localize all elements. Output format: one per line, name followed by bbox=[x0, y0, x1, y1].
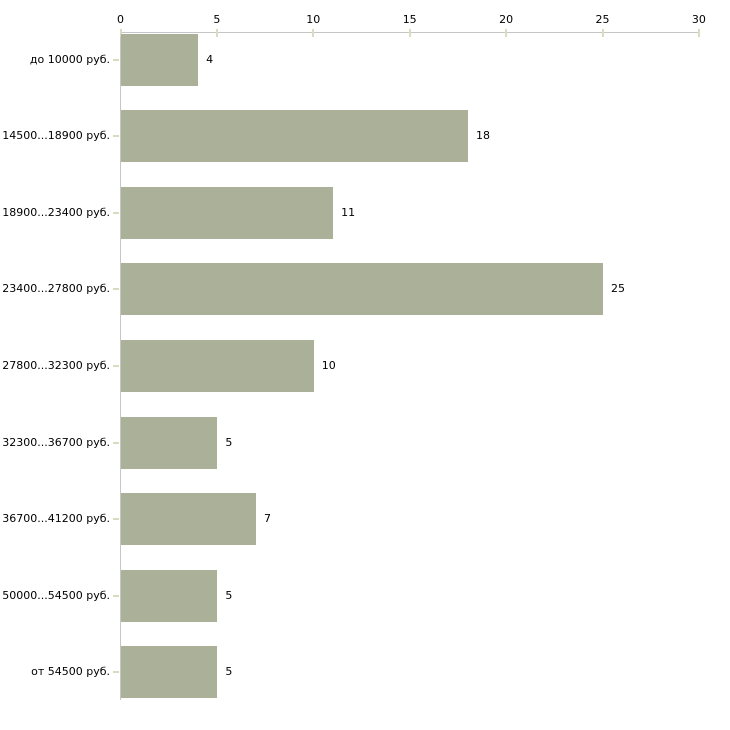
category-label: от 54500 руб. bbox=[31, 665, 110, 679]
x-tick-mark bbox=[601, 29, 604, 37]
y-tick-mark bbox=[112, 518, 119, 521]
bar bbox=[121, 186, 334, 239]
value-label: 10 bbox=[321, 358, 336, 372]
bar bbox=[121, 493, 256, 546]
bar bbox=[121, 569, 218, 622]
x-tick-label: 0 bbox=[117, 13, 124, 26]
bar bbox=[121, 263, 603, 316]
x-tick-mark bbox=[119, 29, 122, 37]
y-tick-mark bbox=[112, 288, 119, 291]
value-label: 7 bbox=[263, 512, 271, 526]
x-tick-label: 5 bbox=[213, 13, 221, 26]
x-tick-label: 20 bbox=[499, 13, 514, 26]
value-label: 5 bbox=[225, 665, 233, 679]
category-label: 23400...27800 руб. bbox=[2, 282, 110, 296]
value-label: 4 bbox=[206, 52, 214, 66]
category-label: 50000...54500 руб. bbox=[2, 588, 110, 602]
x-tick-label: 10 bbox=[306, 13, 321, 26]
bar bbox=[121, 416, 218, 469]
value-label: 18 bbox=[476, 129, 491, 143]
y-tick-mark bbox=[112, 211, 119, 214]
y-tick-mark bbox=[112, 594, 119, 597]
bar bbox=[121, 339, 314, 392]
y-tick-mark bbox=[112, 364, 119, 367]
x-tick-mark bbox=[312, 29, 315, 37]
bar bbox=[121, 33, 199, 86]
value-label: 5 bbox=[225, 588, 233, 602]
value-label: 11 bbox=[341, 205, 356, 219]
x-tick-mark bbox=[505, 29, 508, 37]
bar bbox=[121, 646, 218, 699]
category-label: 14500...18900 руб. bbox=[2, 129, 110, 143]
x-tick-label: 25 bbox=[595, 13, 610, 26]
category-label: 27800...32300 руб. bbox=[2, 358, 110, 372]
bar bbox=[121, 110, 469, 163]
value-label: 25 bbox=[611, 282, 625, 296]
x-tick-mark bbox=[697, 29, 700, 37]
y-axis-line bbox=[120, 32, 121, 701]
y-tick-mark bbox=[112, 441, 119, 444]
x-tick-label: 15 bbox=[402, 13, 417, 26]
category-label: 18900...23400 руб. bbox=[2, 205, 110, 219]
category-label: 36700...41200 руб. bbox=[2, 512, 110, 526]
category-label: до 10000 руб. bbox=[29, 52, 110, 66]
x-tick-label: 30 bbox=[691, 13, 706, 26]
category-label: 32300...36700 руб. bbox=[2, 435, 110, 449]
x-tick-mark bbox=[215, 29, 218, 37]
y-tick-mark bbox=[112, 671, 119, 674]
y-tick-mark bbox=[112, 135, 119, 138]
x-tick-mark bbox=[408, 29, 411, 37]
value-label: 5 bbox=[225, 435, 233, 449]
y-tick-mark bbox=[112, 58, 119, 61]
